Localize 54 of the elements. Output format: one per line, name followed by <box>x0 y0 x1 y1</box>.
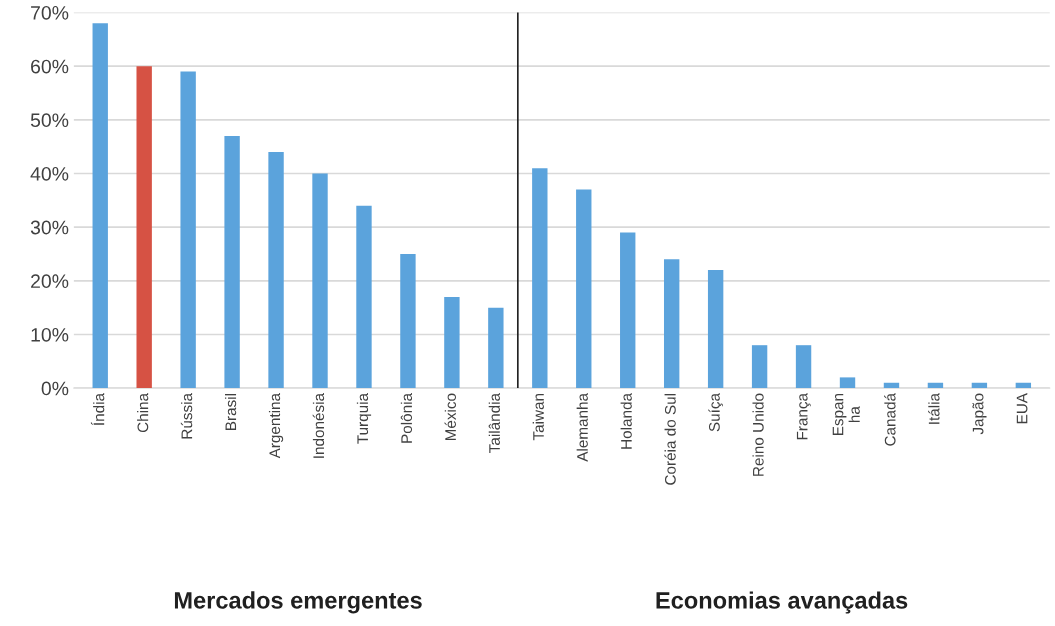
x-tick-label: Espan ha <box>832 393 860 436</box>
x-tick-label: Japão <box>972 393 987 435</box>
y-tick-label: 70% <box>31 5 69 20</box>
x-tick-label: México <box>444 393 456 441</box>
bar <box>488 307 504 389</box>
bar <box>92 23 108 389</box>
bar <box>532 168 548 389</box>
y-tick-label: 40% <box>30 166 69 181</box>
x-tick-label: Tailândia <box>488 392 500 453</box>
bar <box>180 71 196 389</box>
bar <box>707 270 724 389</box>
x-tick-label: Brasil <box>224 394 237 430</box>
bar <box>795 345 812 389</box>
x-tick-label: Polônia <box>400 392 413 443</box>
x-tick-label: Argentina <box>268 392 284 459</box>
x-tick-label: Taiwan <box>532 393 544 441</box>
bar <box>883 382 900 389</box>
bar <box>1015 382 1032 389</box>
x-tick-label: China <box>137 392 149 433</box>
bar <box>971 382 988 389</box>
bar <box>312 173 328 389</box>
bar <box>268 152 284 389</box>
y-tick-label: 30% <box>30 220 69 235</box>
x-tick-label: Reino Unido <box>752 393 764 476</box>
y-tick-label: 0% <box>41 381 69 396</box>
text: Mercados emergentes <box>174 591 422 614</box>
x-tick-label: EUA <box>1016 393 1028 424</box>
text: Economias avançadas <box>656 591 908 614</box>
bar <box>400 253 416 389</box>
y-tick-label: 10% <box>31 327 69 342</box>
x-tick-label: Suíça <box>708 392 723 432</box>
y-tick-label: 50% <box>30 113 69 128</box>
bar <box>576 189 592 389</box>
y-tick-label: 20% <box>31 274 69 289</box>
x-tick-label: Canadá <box>884 392 896 446</box>
x-tick-label: Itália <box>928 392 940 424</box>
x-tick-label: Coréia do Sul <box>664 394 676 485</box>
bar <box>751 345 768 389</box>
bar <box>356 205 372 389</box>
bar <box>927 382 944 389</box>
x-tick-label: Índia <box>90 392 105 426</box>
x-tick-label: Indonésia <box>312 392 325 458</box>
bar <box>136 66 152 389</box>
x-tick-label: França <box>796 392 811 440</box>
bar <box>224 135 240 389</box>
x-tick-label: Rússia <box>180 392 193 439</box>
x-tick-label: Alemanha <box>576 392 588 462</box>
bar <box>444 296 460 389</box>
bar <box>620 232 636 389</box>
x-tick-label: Holanda <box>620 392 632 449</box>
y-tick-label: 60% <box>31 59 69 74</box>
bar <box>663 259 680 389</box>
bar <box>839 377 856 389</box>
x-tick-label: Turquia <box>356 392 372 444</box>
